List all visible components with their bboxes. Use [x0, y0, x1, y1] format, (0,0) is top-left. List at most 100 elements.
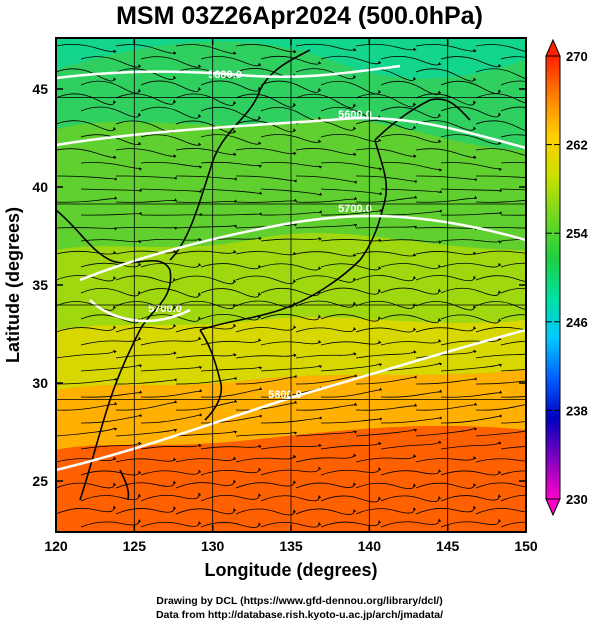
streamline: [140, 366, 203, 372]
streamline: [415, 148, 477, 160]
streamline: [235, 93, 297, 108]
streamline: [355, 175, 417, 184]
streamline: [415, 43, 477, 53]
streamline: [475, 275, 526, 282]
streamline: [260, 365, 323, 372]
streamline: [475, 458, 526, 463]
streamline: [440, 134, 502, 145]
streamline: [355, 403, 418, 411]
streamline: [140, 188, 203, 193]
streamline: [500, 369, 526, 372]
streamline: [320, 387, 383, 398]
y-axis-ticks: 25 30 35 40 45: [32, 81, 526, 489]
streamline: [320, 287, 382, 295]
streamline: [260, 443, 322, 450]
coast-manchuria: [169, 49, 311, 261]
streamline: [440, 211, 502, 216]
streamline: [140, 521, 202, 528]
streamline: [415, 301, 477, 311]
streamline: [115, 198, 178, 203]
streamline: [115, 275, 177, 283]
streamline: [475, 507, 526, 515]
streamline: [140, 413, 202, 424]
streamline: [355, 507, 417, 515]
streamline: [235, 480, 297, 489]
streamline: [440, 441, 502, 450]
streamline: [500, 162, 526, 164]
streamline: [440, 162, 503, 172]
streamline: [175, 175, 237, 181]
streamline: [440, 106, 502, 118]
streamline: [380, 188, 443, 193]
streamline: [56, 401, 118, 411]
streamline: [380, 209, 442, 216]
streamline: [260, 340, 322, 346]
colorbar-top-arrow: [545, 38, 561, 57]
streamline: [175, 199, 238, 203]
colorbar-tick-label: 254: [566, 226, 588, 241]
streamline: [440, 414, 502, 424]
streamline: [380, 339, 442, 346]
streamline: [115, 506, 177, 515]
streamline: [475, 175, 526, 179]
streamline: [475, 430, 526, 437]
streamline: [175, 93, 237, 106]
streamline: [260, 188, 323, 196]
y-tick-label: 25: [32, 473, 48, 489]
y-axis-label: Latitude (degrees): [3, 207, 23, 363]
x-tick-label: 120: [44, 538, 68, 554]
streamline: [380, 362, 443, 372]
streamline: [440, 239, 502, 244]
streamline: [415, 427, 478, 437]
streamline: [440, 188, 503, 192]
x-tick-label: 130: [201, 538, 225, 554]
streamline: [115, 457, 177, 463]
colorbar-tick-label: 270: [566, 49, 588, 64]
streamline: [175, 323, 237, 333]
streamline: [140, 492, 202, 502]
streamline: [235, 431, 298, 437]
streamline: [235, 44, 297, 54]
streamline: [440, 470, 502, 476]
streamline: [415, 120, 477, 131]
streamline: [80, 519, 142, 528]
streamline: [380, 162, 443, 172]
colorbar-tick-label: 238: [566, 403, 588, 418]
map-title: MSM 03Z26Apr2024 (500.0hPa): [116, 2, 483, 30]
streamline: [475, 380, 526, 385]
streamline: [320, 363, 383, 372]
streamline: [295, 430, 358, 437]
coast-taiwan: [119, 469, 130, 501]
streamline: [80, 211, 142, 216]
streamline: [295, 482, 357, 489]
streamline: [115, 93, 177, 105]
streamline: [56, 482, 117, 489]
streamline: [80, 390, 143, 398]
streamline: [415, 482, 477, 489]
streamline: [80, 239, 142, 244]
streamline: [500, 134, 526, 138]
streamline: [80, 413, 142, 424]
x-tick-label: 145: [436, 538, 460, 554]
x-tick-label: 135: [279, 538, 303, 554]
contour-line: [56, 116, 526, 150]
streamline: [355, 120, 417, 130]
streamline: [355, 251, 417, 257]
streamline: [260, 416, 322, 424]
streamline: [140, 443, 202, 450]
streamline: [295, 300, 357, 308]
colorbar-bottom-arrow: [545, 498, 561, 517]
contour-labels: 5600.0 5600.0 5700.0 5700.0 5800.0: [148, 69, 372, 401]
footer-data-credit: Data from http://database.rish.kyoto-u.a…: [155, 609, 444, 621]
streamline: [355, 195, 418, 203]
contour-label: 5800.0: [268, 389, 302, 401]
streamline: [56, 427, 118, 437]
streamline: [140, 134, 202, 147]
y-tick-label: 40: [32, 179, 48, 195]
coast-hokkaido: [374, 98, 471, 141]
streamline: [415, 93, 477, 106]
streamline: [80, 441, 142, 450]
streamline: [260, 55, 322, 65]
streamline: [355, 43, 417, 52]
streamline: [115, 400, 178, 411]
